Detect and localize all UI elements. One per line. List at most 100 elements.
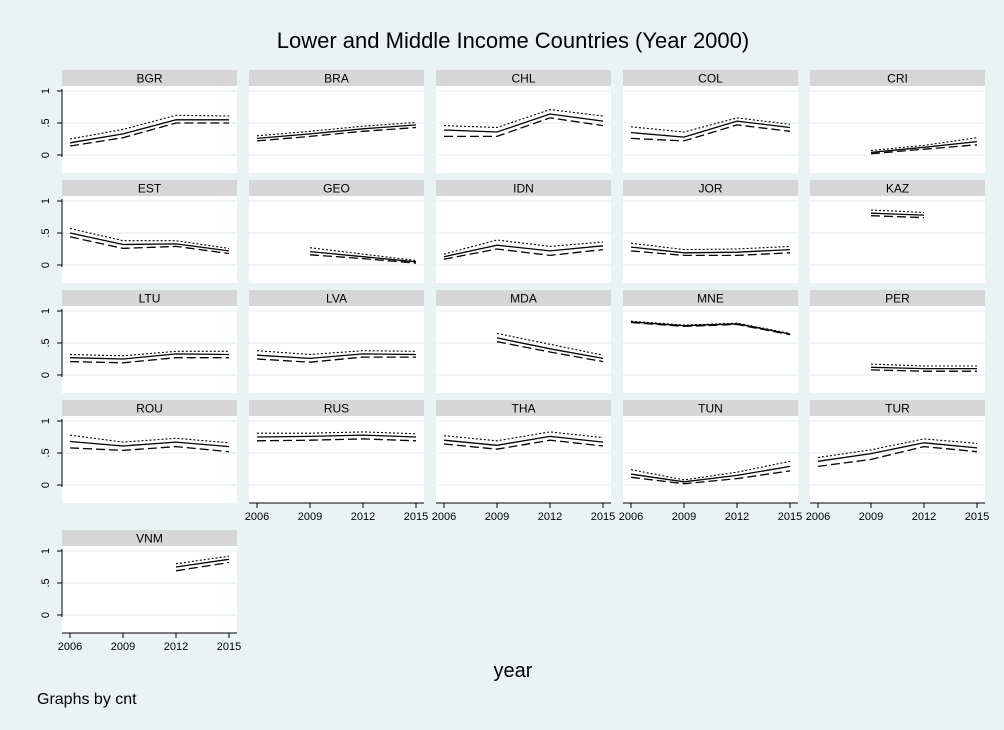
series-line-mid-est: [69, 232, 230, 252]
x-tick-label: 2006: [432, 511, 456, 523]
y-tick-label: 1: [40, 548, 52, 554]
series-line-lower-est: [69, 236, 230, 255]
panel-bra: BRA: [249, 70, 424, 173]
panel-strip: [62, 400, 237, 416]
series-line-lower-jor: [630, 250, 791, 257]
x-tick-label: 2009: [859, 511, 883, 523]
panel-vnm: VNM 0 .5 1 2006 2009 2012 2015: [40, 530, 241, 653]
y-tick-label: .5: [40, 448, 52, 457]
panel-label: TUN: [698, 402, 723, 416]
plot-area: [436, 416, 611, 503]
panel-chl: CHL: [436, 70, 611, 173]
panel-idn: IDN: [436, 180, 611, 283]
x-tick-label: 2015: [591, 511, 615, 523]
panel-strip: [623, 180, 798, 196]
panel-ltu: LTU 0 .5 1: [40, 290, 237, 393]
panel-kaz: KAZ: [810, 180, 985, 283]
series-line-mid-vnm: [175, 558, 230, 568]
series-line-mid-ltu: [69, 353, 230, 360]
panel-strip: [810, 400, 985, 416]
series-line-mid-tun: [630, 465, 791, 483]
panel-label: GEO: [323, 182, 350, 196]
panel-est: EST 0 .5 1: [40, 180, 237, 283]
panel-label: VNM: [136, 532, 163, 546]
series-line-lower-tha: [443, 439, 604, 450]
series-line-lower-vnm: [175, 561, 230, 572]
y-tick-label: .5: [40, 578, 52, 587]
x-tick-label: 2012: [164, 641, 188, 653]
series-line-upper-rus: [257, 431, 417, 435]
series-line-upper-idn: [443, 239, 604, 255]
panel-label: LTU: [139, 292, 161, 306]
series-line-upper-jor: [630, 242, 791, 251]
series-line-upper-geo: [309, 247, 417, 262]
panel-strip: [249, 70, 424, 86]
panel-strip: [436, 400, 611, 416]
series-line-upper-tun: [630, 460, 791, 481]
series-line-upper-rou: [69, 434, 230, 444]
panel-per: PER: [810, 290, 985, 393]
series-line-lower-tur: [817, 445, 978, 468]
panel-strip: [436, 180, 611, 196]
plot-area: [810, 196, 985, 283]
plot-area: [436, 196, 611, 283]
panel-geo: GEO: [249, 180, 424, 283]
plot-area: [62, 306, 237, 393]
series-line-upper-est: [69, 227, 230, 249]
panel-label: BRA: [324, 72, 349, 86]
y-tick-label: 1: [40, 88, 52, 94]
series-line-mid-idn: [443, 244, 604, 258]
plot-area: [623, 196, 798, 283]
panel-strip: [62, 530, 237, 546]
panel-strip: [62, 180, 237, 196]
panel-label: LVA: [326, 292, 347, 306]
series-line-lower-ltu: [69, 357, 229, 364]
panel-strip: [62, 290, 237, 306]
x-tick-label: 2009: [485, 511, 509, 523]
panel-label: PER: [885, 292, 910, 306]
series-line-lower-cri: [870, 144, 978, 155]
plot-area: [249, 86, 424, 173]
x-tick-label: 2012: [351, 511, 375, 523]
y-tick-label: 0: [40, 152, 52, 158]
plot-area: [249, 416, 424, 503]
plot-area: [810, 86, 985, 173]
x-tick-label: 2012: [912, 511, 936, 523]
series-line-upper-kaz: [870, 209, 925, 214]
x-tick-label: 2015: [404, 511, 428, 523]
x-tick-label: 2006: [806, 511, 830, 523]
panel-strip: [810, 180, 985, 196]
plot-area: [62, 416, 237, 503]
panel-lva: LVA: [249, 290, 424, 393]
series-line-mid-mda: [496, 337, 604, 360]
plot-area: [810, 416, 985, 503]
panel-strip: [810, 70, 985, 86]
series-line-upper-col: [630, 117, 791, 133]
series-line-mid-lva: [256, 353, 417, 360]
x-axis-label: year: [494, 660, 533, 682]
plot-area: [62, 196, 237, 283]
series-line-upper-ltu: [69, 350, 229, 357]
panel-label: IDN: [513, 182, 534, 196]
panel-strip: [436, 290, 611, 306]
series-line-lower-kaz: [870, 215, 925, 219]
panel-bgr: BGR 0 .5 1: [40, 70, 237, 173]
y-tick-label: 1: [40, 198, 52, 204]
series-line-mid-bgr: [69, 119, 229, 144]
series-line-lower-geo: [309, 254, 417, 264]
panel-strip: [623, 400, 798, 416]
panel-label: MDA: [510, 292, 537, 306]
y-tick-label: 0: [40, 372, 52, 378]
series-line-upper-bra: [256, 121, 417, 137]
panel-rus: RUS 2006 2009 2012 2015: [245, 400, 428, 523]
y-tick-label: 0: [40, 482, 52, 488]
y-tick-label: .5: [40, 228, 52, 237]
panel-label: BGR: [136, 72, 162, 86]
y-tick-label: 0: [40, 262, 52, 268]
panel-strip: [62, 70, 237, 86]
series-line-upper-tur: [817, 438, 978, 459]
panel-label: JOR: [699, 182, 723, 196]
panel-label: CHL: [511, 72, 535, 86]
panel-col: COL: [623, 70, 798, 173]
series-line-lower-bgr: [69, 122, 229, 147]
